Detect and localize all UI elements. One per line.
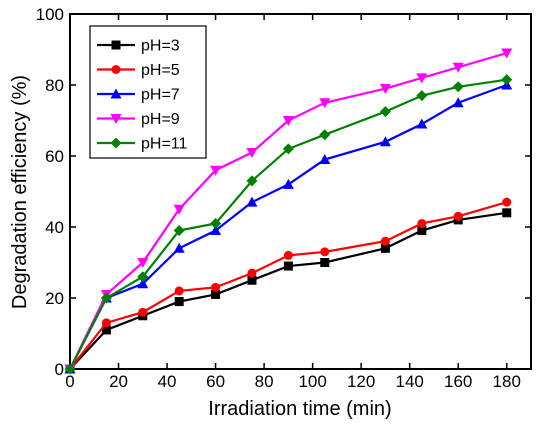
data-point	[64, 363, 76, 375]
data-point	[282, 178, 294, 189]
x-tick-label: 80	[255, 372, 274, 391]
y-tick-label: 80	[45, 76, 64, 95]
legend-label: pH=5	[141, 62, 180, 79]
data-point	[210, 165, 222, 176]
data-point	[379, 106, 391, 118]
data-point	[101, 325, 111, 335]
legend-item: pH=5	[97, 62, 180, 79]
legend-label: pH=9	[141, 111, 180, 128]
series-layer	[64, 48, 513, 375]
data-point	[174, 297, 184, 307]
data-point	[138, 307, 148, 317]
x-tick-label: 120	[347, 372, 375, 391]
x-tick-label: 60	[206, 372, 225, 391]
y-tick-label: 60	[45, 147, 64, 166]
data-point	[173, 225, 185, 237]
legend-marker	[110, 88, 122, 99]
axis-ticks: 0 20 40 60 80 100 120 140 160 180 0 20 40 60 80 100	[36, 5, 531, 391]
data-point	[247, 268, 257, 278]
data-point	[137, 278, 149, 289]
x-tick-label: 100	[298, 372, 326, 391]
legend-label: pH=11	[141, 136, 188, 153]
series-line	[69, 78, 507, 370]
x-tick-label: 180	[493, 372, 521, 391]
data-point	[173, 204, 185, 215]
data-point	[246, 175, 258, 187]
data-point	[501, 74, 513, 86]
data-point	[283, 250, 293, 260]
data-point	[210, 217, 222, 229]
x-axis-title: Irradiation time (min)	[208, 398, 391, 420]
y-tick-label: 100	[36, 5, 64, 24]
data-point	[379, 84, 391, 95]
legend-item: pH=11	[97, 136, 188, 153]
data-point	[319, 98, 331, 109]
data-point	[320, 247, 330, 257]
data-point	[137, 258, 149, 268]
legend-item: pH=9	[97, 111, 180, 128]
series-ph-3	[65, 208, 512, 374]
legend: pH=3 pH=5 pH=7 pH=9 pH=11	[89, 25, 207, 159]
data-point	[501, 48, 513, 59]
data-point	[452, 97, 464, 108]
data-point	[417, 218, 427, 228]
data-point	[452, 81, 464, 93]
y-tick-label: 0	[55, 360, 64, 379]
series-line	[69, 211, 507, 370]
legend-box	[89, 25, 207, 159]
data-point	[416, 118, 428, 129]
data-point	[283, 261, 293, 271]
data-point	[247, 275, 257, 285]
legend-marker	[110, 114, 122, 124]
y-tick-label: 40	[45, 218, 64, 237]
data-point	[453, 211, 463, 221]
x-tick-label: 0	[65, 372, 74, 391]
data-point	[319, 129, 331, 141]
data-point	[282, 116, 294, 126]
data-point	[211, 282, 221, 292]
plot-area	[69, 13, 532, 370]
data-point	[380, 243, 390, 253]
x-tick-label: 140	[395, 372, 423, 391]
legend-item: pH=3	[97, 38, 180, 55]
data-point	[100, 292, 112, 304]
data-point	[174, 286, 184, 296]
data-point	[320, 258, 330, 267]
data-point	[173, 242, 185, 253]
data-point	[452, 62, 464, 73]
data-point	[416, 90, 428, 102]
data-point	[379, 136, 391, 147]
legend-label: pH=7	[141, 87, 180, 104]
x-tick-label: 20	[109, 372, 128, 391]
legend-marker	[111, 65, 121, 74]
legend-label: pH=3	[141, 38, 180, 55]
data-point	[416, 73, 428, 84]
series-line	[69, 51, 508, 370]
data-point	[417, 226, 427, 236]
data-point	[319, 154, 331, 165]
data-point	[211, 289, 221, 299]
data-point	[210, 225, 222, 236]
series-ph-11	[64, 74, 513, 375]
data-point	[246, 196, 258, 207]
data-point	[502, 208, 512, 218]
data-point	[137, 271, 149, 283]
data-point	[101, 318, 111, 328]
data-point	[282, 143, 294, 155]
series-line	[69, 83, 508, 370]
x-tick-label: 40	[158, 372, 177, 391]
y-axis-title: Degradation efficiency (%)	[9, 75, 31, 309]
data-point	[502, 197, 512, 207]
y-tick-label: 20	[45, 289, 64, 308]
legend-marker	[111, 40, 121, 50]
data-point	[246, 147, 258, 158]
series-line	[69, 201, 508, 370]
legend-marker	[110, 137, 122, 149]
x-tick-label: 160	[444, 372, 472, 391]
legend-item: pH=7	[97, 87, 180, 104]
plot-frame	[69, 13, 532, 370]
data-point	[380, 236, 390, 246]
